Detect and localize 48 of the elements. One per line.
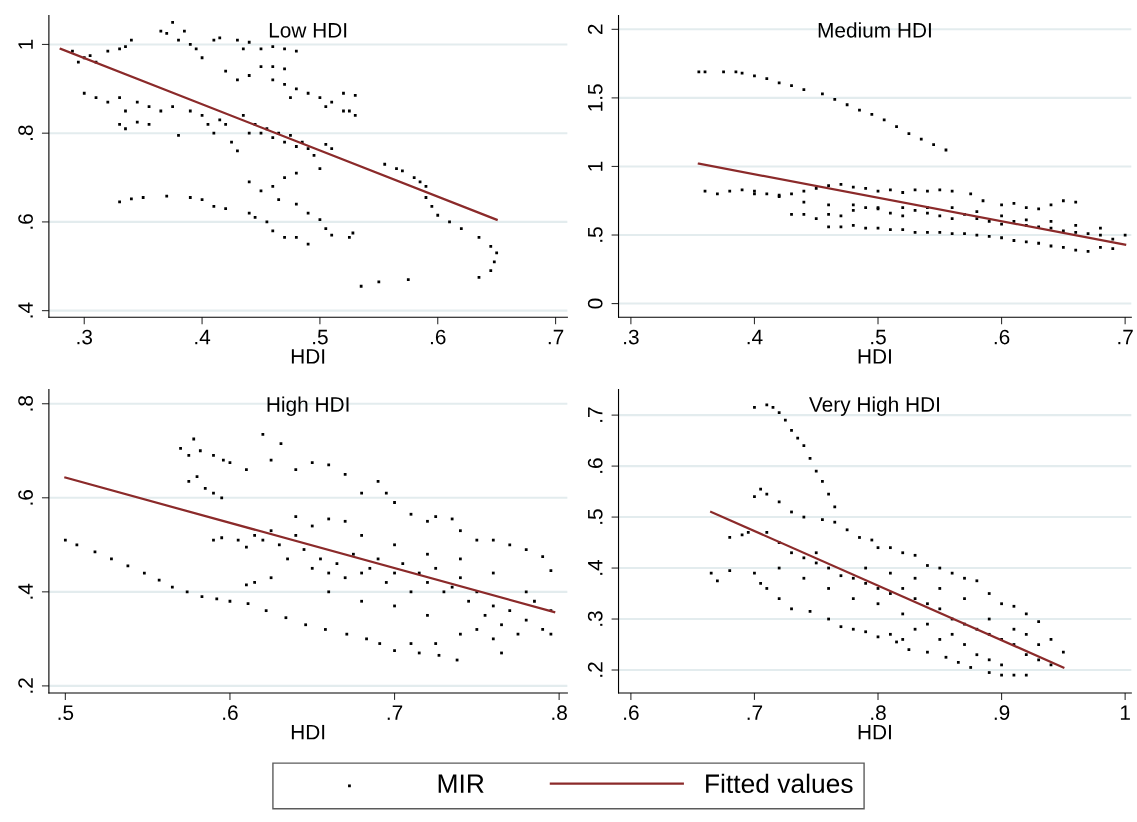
- y-tick-label: .2: [18, 678, 33, 693]
- y-tick-label: .4: [588, 559, 603, 575]
- x-tick-label: .8: [871, 705, 886, 721]
- x-tick-label: .8: [552, 705, 567, 721]
- y-tick-label: .2: [587, 662, 603, 677]
- y-tick-label: 0: [587, 298, 603, 309]
- x-tick-label: .5: [871, 329, 886, 345]
- x-tick-label: .7: [548, 329, 564, 345]
- chart-title: Very High HDI: [809, 396, 939, 416]
- y-tick-label: .8: [18, 395, 33, 411]
- y-tick-label: 2: [587, 24, 603, 35]
- x-tick-label: .9: [994, 705, 1010, 721]
- chart-title: Low HDI: [269, 23, 347, 38]
- y-tick-label: .8: [18, 125, 33, 140]
- x-axis-title: HDI: [858, 724, 891, 740]
- y-tick-label: .6: [18, 214, 33, 229]
- x-tick-label: .6: [430, 329, 446, 345]
- y-tick-label: .3: [587, 611, 603, 626]
- x-tick-label: .7: [387, 705, 403, 720]
- text: Fitted values: [706, 773, 853, 794]
- x-tick-label: .7: [747, 705, 763, 720]
- x-axis-title: HDI: [291, 724, 325, 740]
- y-tick-label: .6: [18, 490, 33, 505]
- x-tick-label: .3: [77, 329, 93, 345]
- y-tick-label: .4: [18, 583, 33, 599]
- x-tick-label: .4: [195, 329, 211, 345]
- y-tick-label: .7: [588, 407, 603, 422]
- x-tick-label: .4: [747, 329, 763, 345]
- x-tick-label: .5: [313, 329, 328, 345]
- y-tick-label: 1: [588, 161, 603, 171]
- y-tick-label: .5: [588, 509, 603, 524]
- chart-title: Medium HDI: [818, 22, 931, 38]
- x-tick-label: .7: [1118, 329, 1133, 345]
- x-tick-label: .6: [994, 329, 1010, 345]
- x-tick-label: .6: [223, 705, 238, 721]
- x-tick-label: 1: [1120, 705, 1130, 720]
- y-tick-label: .5: [588, 227, 603, 242]
- y-tick-label: .4: [18, 302, 33, 318]
- text: MIR: [438, 774, 484, 793]
- y-tick-label: 1: [18, 39, 33, 49]
- x-tick-label: .6: [624, 705, 639, 721]
- y-tick-label: 1.5: [588, 84, 603, 111]
- x-tick-label: .3: [624, 329, 639, 345]
- y-tick-label: .6: [587, 458, 603, 473]
- chart-title: High HDI: [267, 396, 349, 416]
- x-tick-label: .5: [58, 705, 74, 721]
- x-axis-title: HDI: [291, 349, 325, 364]
- x-axis-title: HDI: [858, 349, 891, 364]
